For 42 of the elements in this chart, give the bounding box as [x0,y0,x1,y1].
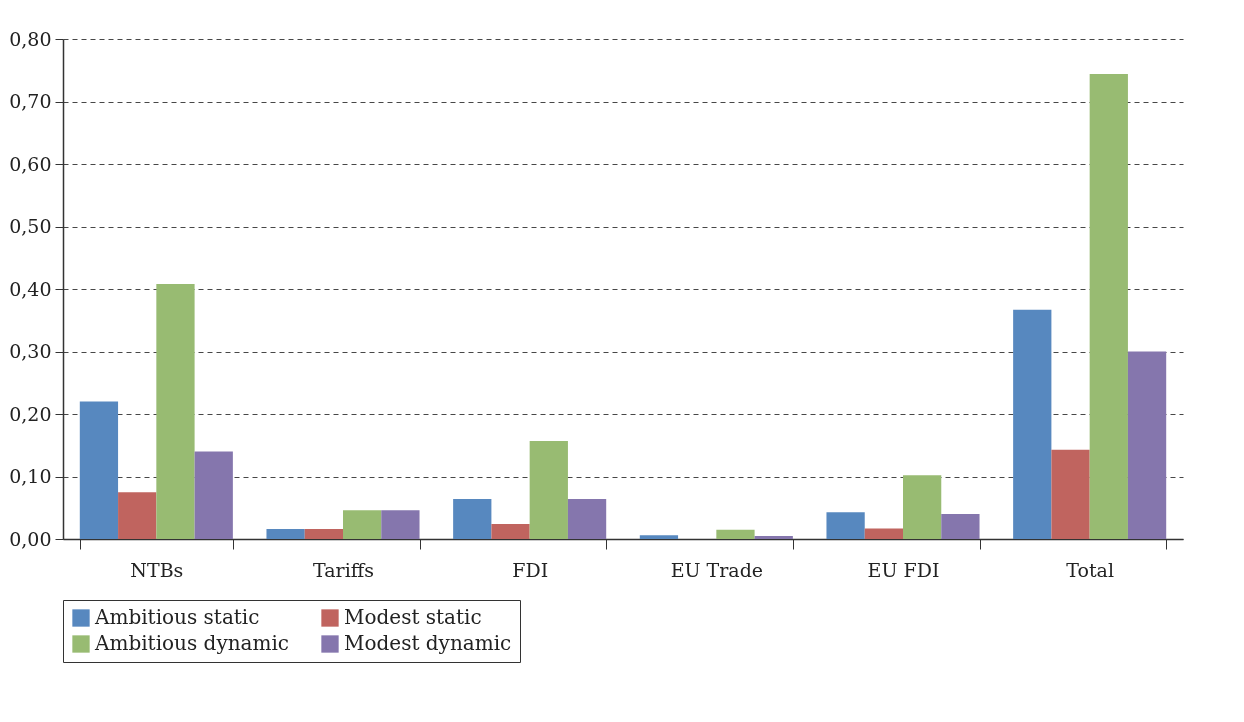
bar [453,499,492,539]
y-tick-label: 0,60 [9,152,52,175]
bar [1013,309,1052,539]
x-tick-label: NTBs [130,558,184,581]
y-tick-label: 0,40 [9,277,52,300]
bar [156,284,195,539]
bar [903,475,942,539]
x-tick-label: FDI [512,558,549,581]
y-tick-label: 0,50 [9,215,52,237]
bar [864,528,903,539]
bar [491,524,530,539]
y-tick-label: 0,80 [9,27,52,50]
bar [381,510,420,539]
legend-label: Ambitious static [94,605,260,629]
y-tick-label: 0,30 [9,340,52,362]
bar [941,514,980,539]
y-tick-label: 0,70 [9,90,52,112]
bar [567,499,607,539]
bar [79,401,119,539]
x-tick-label: Tariffs [313,558,374,581]
bar [1051,449,1090,539]
bar [266,529,305,539]
legend-label: Modest static [344,605,482,629]
bar [754,535,793,539]
bar [716,529,755,539]
legend-label: Ambitious dynamic [94,631,290,655]
x-tick-label: Total [1066,558,1115,581]
y-tick-label: 0,10 [9,465,52,487]
bar [194,451,233,539]
bar [118,492,157,539]
bar [1089,74,1128,539]
x-tick-label: EU Trade [670,558,764,581]
bar [529,440,568,539]
bar [343,510,382,539]
y-tick-label: 0,00 [9,527,52,550]
y-tick-label: 0,20 [9,402,52,425]
legend-label: Modest dynamic [344,631,512,655]
bar [304,529,343,539]
bar [639,535,679,539]
bar [826,512,865,539]
bar [1127,351,1167,539]
x-tick-label: EU FDI [867,558,940,581]
